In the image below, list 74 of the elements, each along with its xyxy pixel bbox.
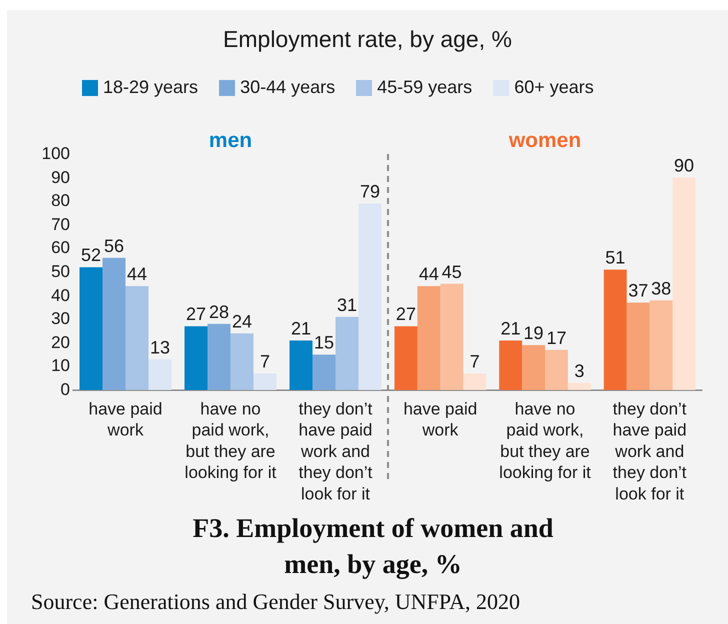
chart-subtitle: women: [508, 129, 582, 153]
bar: [208, 324, 230, 390]
data-label: 37: [628, 280, 648, 301]
bar: [440, 284, 464, 390]
data-label: 15: [314, 332, 334, 353]
data-label: 31: [336, 294, 358, 315]
data-label: 7: [470, 351, 480, 372]
legend-label: 30-44 years: [240, 77, 336, 98]
bar: [417, 286, 440, 390]
y-tick-label: 80: [51, 191, 70, 212]
data-label: 51: [605, 248, 626, 268]
source-note: Source: Generations and Gender Survey, UNFPA, 2020: [31, 589, 520, 615]
bar: [650, 300, 673, 390]
bar: [672, 178, 696, 390]
data-label: 21: [290, 318, 312, 338]
data-label: 45: [442, 262, 462, 282]
bar: [102, 258, 126, 390]
y-tick-label: 60: [51, 238, 70, 258]
bar: [358, 204, 382, 390]
bar: [184, 326, 208, 390]
x-tick-label: have paid work: [88, 399, 162, 440]
bar: [545, 350, 568, 390]
legend-label: 18-29 years: [103, 77, 198, 98]
data-label: 27: [186, 304, 206, 324]
data-label: 17: [546, 328, 566, 348]
text: F3. Employment of women and men, by age, %: [192, 513, 554, 579]
data-label: 24: [232, 311, 252, 332]
bar: [522, 345, 545, 390]
data-label: 3: [574, 360, 584, 381]
y-tick-label: 90: [51, 168, 70, 188]
data-label: 56: [104, 236, 124, 256]
legend-label: 45-59 years: [377, 77, 472, 98]
bar: [336, 316, 358, 390]
data-label: 52: [80, 245, 102, 266]
y-tick-label: 100: [42, 144, 70, 164]
bar: [80, 267, 103, 390]
bar: [626, 302, 650, 390]
data-label: 38: [651, 278, 672, 298]
bar: [394, 326, 418, 390]
data-label: 13: [150, 337, 170, 358]
x-tick-label: they don’t have paid work and they don’t look for it: [298, 399, 373, 504]
y-tick-label: 30: [51, 309, 70, 330]
data-label: 79: [360, 182, 380, 202]
chart-title: Employment rate, by age, %: [223, 26, 512, 52]
bar: [312, 354, 336, 390]
legend-label: 60+ years: [514, 77, 594, 98]
bar: [499, 340, 522, 390]
data-label: 28: [208, 302, 230, 322]
bar: [463, 373, 486, 390]
bar: [568, 382, 591, 390]
x-tick-label: they don’t have paid work and they don’t look for it: [612, 399, 687, 504]
bar: [230, 333, 254, 390]
data-label: 7: [260, 351, 270, 372]
y-tick-label: 0: [60, 380, 70, 400]
bar: [126, 286, 148, 390]
y-tick-label: 70: [51, 214, 70, 235]
data-label: 21: [500, 318, 521, 338]
x-tick-label: have no paid work, but they are looking for it: [184, 399, 277, 482]
y-tick-label: 20: [51, 332, 70, 353]
bar: [290, 340, 313, 390]
chart-subtitle: men: [208, 129, 252, 153]
y-tick-label: 50: [51, 262, 70, 282]
y-tick-label: 40: [51, 286, 70, 306]
data-label: 44: [126, 264, 148, 284]
data-label: 19: [524, 323, 544, 344]
bar: [148, 359, 172, 390]
x-tick-label: have paid work: [403, 399, 478, 440]
y-tick-label: 10: [51, 356, 70, 376]
bar: [604, 270, 627, 390]
data-label: 27: [396, 304, 416, 324]
data-label: 44: [418, 264, 439, 284]
data-label: 90: [674, 156, 694, 176]
bar: [253, 373, 276, 390]
x-tick-label: have no paid work, but they are looking for it: [499, 399, 592, 482]
